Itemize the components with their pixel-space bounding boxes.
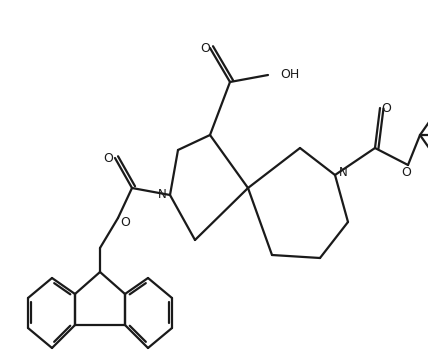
Text: O: O <box>103 151 113 164</box>
Text: O: O <box>120 216 130 228</box>
Text: O: O <box>381 102 391 115</box>
Text: O: O <box>200 42 210 54</box>
Text: N: N <box>158 189 166 202</box>
Text: N: N <box>339 166 348 179</box>
Text: O: O <box>401 165 411 179</box>
Text: OH: OH <box>280 68 299 82</box>
